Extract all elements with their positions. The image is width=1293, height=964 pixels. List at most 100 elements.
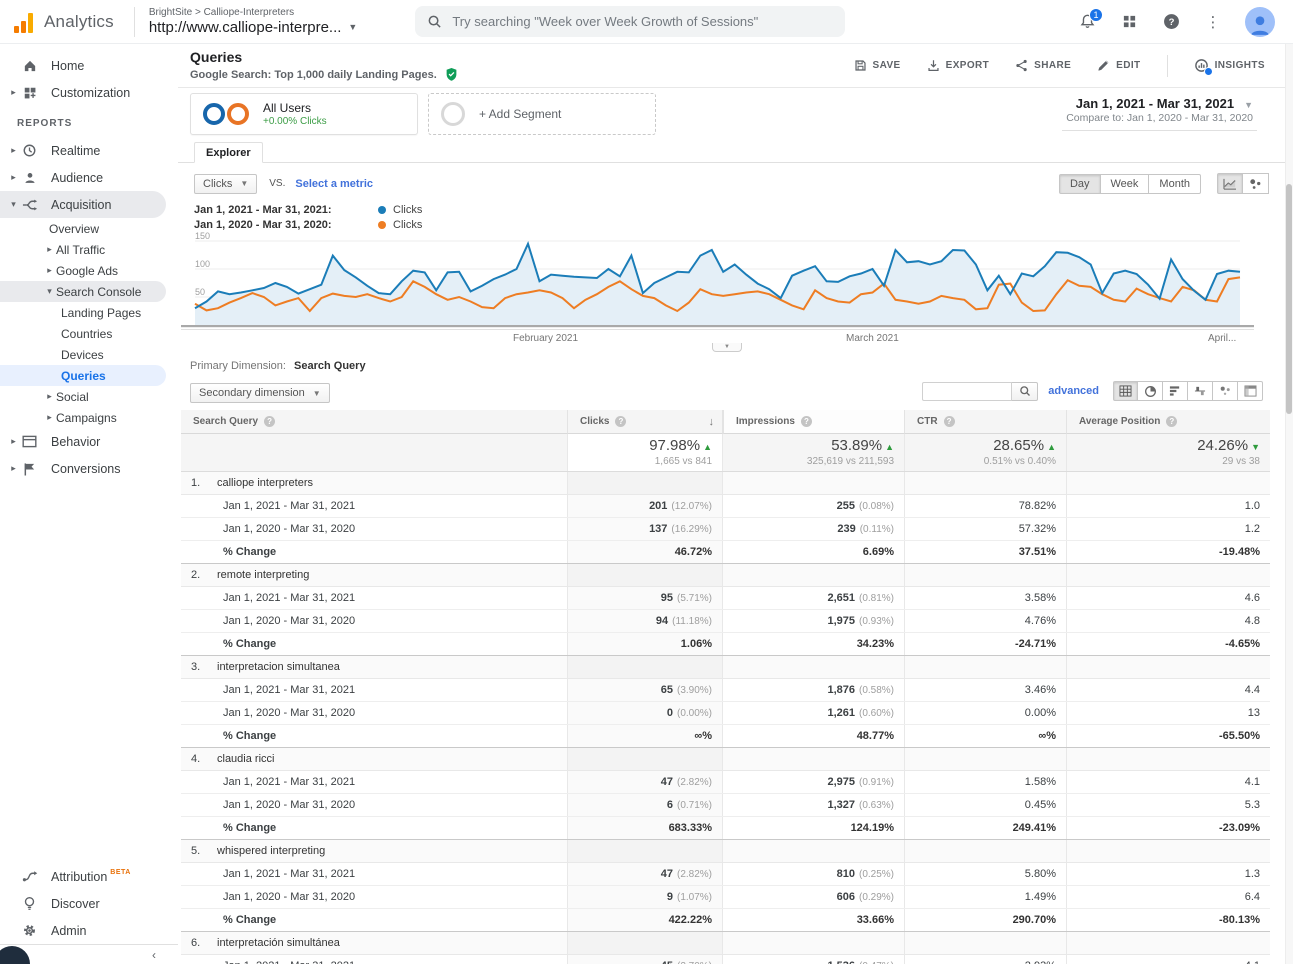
tab-explorer[interactable]: Explorer: [194, 142, 263, 163]
help-tooltip-icon[interactable]: ?: [1166, 416, 1177, 427]
sidebar-item-acquisition[interactable]: ▾Acquisition: [0, 191, 166, 218]
scrollbar-thumb[interactable]: [1286, 184, 1292, 414]
percentage-view-button[interactable]: [1138, 381, 1163, 401]
analytics-logo[interactable]: Analytics: [0, 11, 128, 33]
empty-cell: [723, 932, 905, 954]
query-link[interactable]: remote interpreting: [217, 569, 309, 581]
sidebar-item-countries[interactable]: Countries: [0, 323, 178, 344]
metric-dropdown[interactable]: Clicks▼: [194, 174, 257, 194]
sidebar-item-devices[interactable]: Devices: [0, 344, 178, 365]
sidebar-item-discover[interactable]: Discover: [0, 890, 178, 917]
y-axis-tick: 100: [195, 259, 210, 269]
clicks-line-chart[interactable]: [181, 236, 1270, 332]
search-icon: [1019, 385, 1031, 397]
more-menu-button[interactable]: ⋮: [1203, 12, 1223, 32]
chevron-right-icon[interactable]: ▸: [7, 87, 20, 98]
ctr-cell: 3.46%: [905, 679, 1067, 701]
data-table-view-button[interactable]: [1113, 381, 1138, 401]
help-tooltip-icon[interactable]: ?: [944, 416, 955, 427]
chevron-right-icon[interactable]: ▸: [43, 391, 56, 402]
date-range-picker[interactable]: Jan 1, 2021 - Mar 31, 2021▼ Compare to: …: [1062, 96, 1257, 131]
sidebar-item-customization[interactable]: ▸Customization: [0, 79, 178, 106]
query-link[interactable]: whispered interpreting: [217, 845, 325, 857]
motion-chart-view-button[interactable]: [1243, 173, 1269, 194]
sidebar-item-overview[interactable]: Overview: [0, 218, 178, 239]
segment-all-users[interactable]: All Users +0.00% Clicks: [190, 93, 418, 135]
column-header-clicks[interactable]: Clicks?↓: [568, 410, 723, 434]
chevron-right-icon[interactable]: ▸: [7, 145, 20, 156]
property-selector[interactable]: BrightSite > Calliope-Interpreters http:…: [149, 7, 358, 36]
notifications-button[interactable]: 1: [1077, 12, 1097, 32]
query-link[interactable]: calliope interpreters: [217, 477, 313, 489]
edit-button[interactable]: EDIT: [1097, 59, 1140, 72]
column-header-impressions[interactable]: Impressions?: [723, 410, 905, 434]
query-link[interactable]: interpretacion simultanea: [217, 661, 340, 673]
sidebar-item-social[interactable]: ▸Social: [0, 386, 178, 407]
chevron-right-icon[interactable]: ▸: [7, 172, 20, 183]
metric-controls: Clicks▼ vs. Select a metric DayWeekMonth: [178, 163, 1285, 200]
sidebar-item-search-console[interactable]: ▾Search Console: [0, 281, 166, 302]
comparison-view-button[interactable]: [1188, 381, 1213, 401]
sidebar-item-attribution[interactable]: AttributionBETA: [0, 863, 178, 890]
column-header-ctr[interactable]: CTR?: [905, 410, 1067, 434]
chevron-down-icon[interactable]: ▾: [43, 286, 56, 297]
chevron-right-icon[interactable]: ▸: [7, 436, 20, 447]
ctr-change: 249.41%: [1013, 822, 1056, 834]
position-cell: 5.3: [1067, 794, 1270, 816]
primary-dimension-value[interactable]: Search Query: [294, 360, 366, 372]
sidebar-item-realtime[interactable]: ▸Realtime: [0, 137, 178, 164]
chevron-right-icon[interactable]: ▸: [43, 412, 56, 423]
column-header-query[interactable]: Search Query?: [181, 410, 568, 434]
query-link[interactable]: interpretación simultánea: [217, 937, 340, 949]
sidebar-item-google-ads[interactable]: ▸Google Ads: [0, 260, 178, 281]
table-filter-input[interactable]: [922, 382, 1012, 401]
column-header-position[interactable]: Average Position?: [1067, 410, 1270, 434]
export-button[interactable]: EXPORT: [927, 59, 990, 72]
sidebar-item-campaigns[interactable]: ▸Campaigns: [0, 407, 178, 428]
add-segment-button[interactable]: + Add Segment: [428, 93, 656, 135]
granularity-month-button[interactable]: Month: [1149, 174, 1201, 194]
search-input[interactable]: [452, 14, 833, 29]
select-metric-link[interactable]: Select a metric: [295, 178, 373, 190]
apps-grid-button[interactable]: [1119, 12, 1139, 32]
help-tooltip-icon[interactable]: ?: [264, 416, 275, 427]
sidebar-item-all-traffic[interactable]: ▸All Traffic: [0, 239, 178, 260]
save-button[interactable]: SAVE: [854, 59, 901, 72]
chevron-right-icon[interactable]: ▸: [43, 244, 56, 255]
insights-button[interactable]: INSIGHTS: [1194, 58, 1265, 73]
global-search[interactable]: [415, 6, 845, 37]
sidebar-item-behavior[interactable]: ▸Behavior: [0, 428, 178, 455]
impressions-change-cell: 33.66%: [723, 909, 905, 931]
chevron-right-icon[interactable]: ▸: [7, 463, 20, 474]
sort-descending-icon[interactable]: ↓: [709, 416, 715, 428]
help-tooltip-icon[interactable]: ?: [801, 416, 812, 427]
account-avatar[interactable]: [1245, 7, 1275, 37]
term-cloud-view-button[interactable]: [1213, 381, 1238, 401]
clicks-value: 47: [661, 868, 673, 880]
sidebar-item-audience[interactable]: ▸Audience: [0, 164, 178, 191]
sidebar-item-home[interactable]: Home: [0, 52, 178, 79]
page-scrollbar[interactable]: [1285, 44, 1293, 964]
action-label: INSIGHTS: [1215, 60, 1265, 71]
help-tooltip-icon[interactable]: ?: [615, 416, 626, 427]
sidebar-item-admin[interactable]: Admin: [0, 917, 178, 944]
chart-type-toggle: [1217, 173, 1269, 194]
sidebar-item-landing-pages[interactable]: Landing Pages: [0, 302, 178, 323]
line-chart-view-button[interactable]: [1217, 173, 1243, 194]
query-link[interactable]: claudia ricci: [217, 753, 274, 765]
help-button[interactable]: ?: [1161, 12, 1181, 32]
sidebar-item-conversions[interactable]: ▸Conversions: [0, 455, 178, 482]
granularity-day-button[interactable]: Day: [1059, 174, 1101, 194]
pivot-view-button[interactable]: [1238, 381, 1263, 401]
advanced-filter-link[interactable]: advanced: [1048, 385, 1099, 397]
chevron-down-icon[interactable]: ▾: [7, 199, 20, 210]
chevron-right-icon[interactable]: ▸: [43, 265, 56, 276]
table-search-button[interactable]: [1012, 382, 1038, 401]
chart-collapse-handle[interactable]: ▼: [712, 343, 742, 352]
secondary-dimension-dropdown[interactable]: Secondary dimension▼: [190, 383, 330, 403]
sidebar-item-queries[interactable]: Queries: [0, 365, 166, 386]
share-button[interactable]: SHARE: [1015, 59, 1071, 72]
column-header-label: Impressions: [736, 416, 795, 427]
granularity-week-button[interactable]: Week: [1101, 174, 1150, 194]
performance-view-button[interactable]: [1163, 381, 1188, 401]
